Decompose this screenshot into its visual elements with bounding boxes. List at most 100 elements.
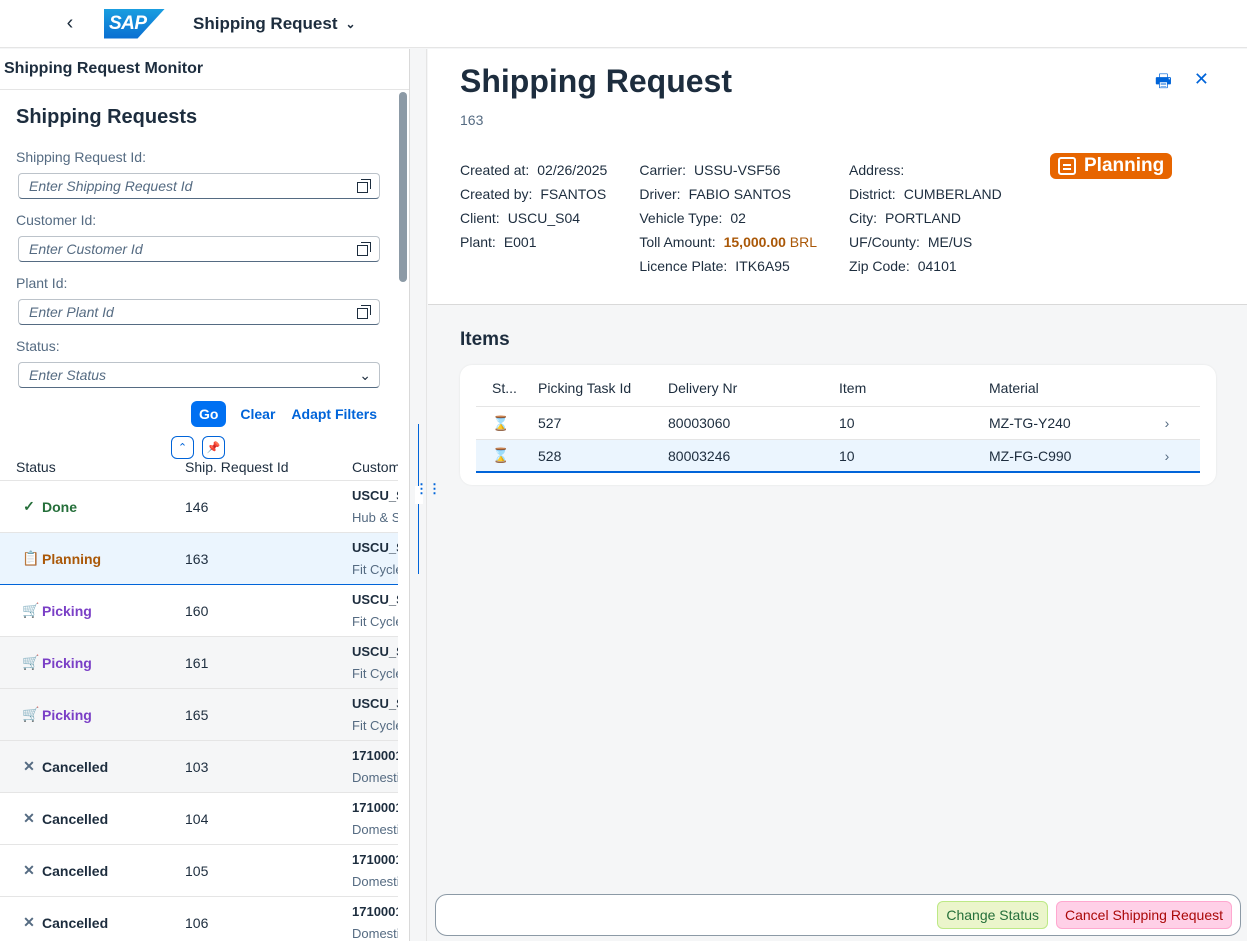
attr-key: District: — [849, 186, 896, 202]
picking-task-id-cell: 527 — [538, 415, 562, 431]
table-row[interactable]: 📋Planning 163 USCU_S04 Fit Cycle — [0, 533, 398, 585]
table-row[interactable]: 🛒Picking 165 USCU_S04 Fit Cycle — [0, 689, 398, 741]
id-cell: 160 — [185, 602, 209, 619]
column-status[interactable]: Status — [16, 458, 56, 475]
table-row[interactable]: ⌛ 527 80003060 10 MZ-TG-Y240 › — [476, 407, 1200, 440]
check-icon: ✓ — [23, 498, 35, 514]
value-help-icon[interactable] — [357, 305, 371, 319]
customer-id: 1710001 — [352, 747, 398, 763]
customer-cell: USCU_S04 Fit Cycle — [352, 641, 398, 685]
customer-id-input[interactable] — [29, 241, 329, 257]
pin-icon[interactable]: 📌 — [202, 436, 225, 459]
close-icon[interactable]: ✕ — [1193, 69, 1209, 89]
adapt-filters-button[interactable]: Adapt Filters — [291, 406, 377, 422]
table-row[interactable]: 🛒Picking 161 USCU_S04 Fit Cycle — [0, 637, 398, 689]
customer-id: USCU_S04 — [352, 591, 398, 607]
customer-desc: Fit Cycle — [352, 561, 398, 577]
customer-id: USCU_S04 — [352, 539, 398, 555]
items-section: Items St... Picking Task Id Delivery Nr … — [428, 305, 1247, 509]
column-material[interactable]: Material — [989, 379, 1039, 396]
attr-key: Created at: — [460, 162, 530, 178]
attr-key: Plant: — [460, 234, 496, 250]
filter-bar: Shipping Requests Shipping Request Id: C… — [0, 90, 409, 427]
hourglass-icon: ⌛ — [492, 414, 510, 431]
column-item[interactable]: Item — [839, 379, 867, 396]
table-row[interactable]: ✓ Done 146 USCU_S04 Hub & Spoke — [0, 481, 398, 533]
items-title: Items — [460, 329, 510, 350]
attr-key: UF/County: — [849, 234, 920, 250]
column-ship-request-id[interactable]: Ship. Request Id — [185, 458, 289, 475]
shipping-id-field[interactable] — [18, 173, 380, 199]
table-row[interactable]: ✕ Cancelled 106 1710001 Domestic — [0, 897, 398, 941]
chevron-down-icon: ⌄ — [345, 16, 356, 31]
chevron-right-icon[interactable]: › — [1164, 415, 1170, 431]
print-icon[interactable]: 🖶 — [1154, 71, 1172, 91]
status-cell: ✕ Cancelled — [0, 810, 185, 827]
column-customer[interactable]: Customer — [352, 458, 398, 475]
customer-id-field[interactable] — [18, 236, 380, 262]
clear-button[interactable]: Clear — [240, 406, 276, 422]
attr-key: Carrier: — [639, 162, 687, 178]
status-cell: 🛒 Picking — [0, 602, 185, 619]
shipping-id-input[interactable] — [29, 178, 329, 194]
cross-icon: ✕ — [23, 758, 35, 774]
customer-desc: Domestic — [352, 821, 398, 837]
cart-icon: 🛒 — [22, 654, 40, 670]
customer-id: 1710001 — [352, 799, 398, 815]
customer-id: USCU_S04 — [352, 695, 398, 711]
plant-id-input[interactable] — [29, 304, 329, 320]
material-cell: MZ-FG-C990 — [989, 447, 1072, 464]
status-cell: 🛒 Picking — [0, 654, 185, 671]
status-cell: ✕ Cancelled — [0, 914, 185, 931]
chevron-down-icon[interactable]: ⌄ — [359, 366, 371, 383]
column-status[interactable]: St... — [492, 379, 517, 396]
attr-value: 02/26/2025 — [537, 162, 608, 178]
object-subtitle: 163 — [460, 112, 484, 128]
column-splitter[interactable]: ⋮⋮ — [410, 49, 441, 941]
table-header: Status Ship. Request Id Customer — [0, 447, 398, 481]
status-text: Cancelled — [42, 810, 109, 827]
filter-label-customer-id: Customer Id: — [16, 212, 97, 228]
sap-logo[interactable]: SAP — [104, 8, 165, 39]
status-cell: ✕ Cancelled — [0, 862, 185, 879]
object-header: Shipping Request 163 🖶 ✕ Created at: 02/2… — [428, 49, 1247, 305]
header-toggle-group: ⌃ 📌 — [171, 436, 225, 459]
grip-icon[interactable]: ⋮⋮ — [415, 482, 441, 504]
cross-icon: ✕ — [23, 914, 35, 930]
cancel-shipping-request-button[interactable]: Cancel Shipping Request — [1056, 901, 1232, 929]
collapse-header-icon[interactable]: ⌃ — [171, 436, 194, 459]
back-icon[interactable]: ‹ — [66, 12, 74, 34]
status-select[interactable]: ⌄ — [18, 362, 380, 388]
value-help-icon[interactable] — [357, 179, 371, 193]
customer-cell: 1710001 Domestic — [352, 901, 398, 941]
attr-created-at: Created at: 02/26/2025 — [460, 158, 607, 182]
attr-value: 04101 — [917, 258, 957, 274]
object-title: Shipping Request — [460, 63, 732, 99]
column-delivery-nr[interactable]: Delivery Nr — [668, 379, 738, 396]
plant-id-field[interactable] — [18, 299, 380, 325]
status-text: Cancelled — [42, 758, 109, 775]
status-badge: Planning — [1050, 153, 1173, 179]
value-help-icon[interactable] — [357, 242, 371, 256]
customer-id: USCU_S04 — [352, 643, 398, 659]
status-input[interactable] — [29, 367, 329, 383]
go-button[interactable]: Go — [190, 401, 227, 427]
customer-cell: 1710001 Domestic — [352, 849, 398, 893]
customer-cell: 1710001 Domestic — [352, 797, 398, 841]
table-row[interactable]: ✕ Cancelled 103 1710001 Domestic — [0, 741, 398, 793]
table-row[interactable]: 🛒Picking 160 USCU_S04 Fit Cycle — [0, 585, 398, 637]
customer-cell: USCU_S04 Fit Cycle — [352, 693, 398, 737]
chevron-right-icon[interactable]: › — [1164, 447, 1170, 464]
delivery-nr-cell: 80003246 — [668, 447, 731, 464]
list-column: Shipping Request Monitor Shipping Reques… — [0, 49, 410, 941]
toll-currency: BRL — [789, 234, 818, 250]
change-status-button[interactable]: Change Status — [937, 901, 1048, 929]
column-picking-task-id[interactable]: Picking Task Id — [538, 379, 632, 396]
table-row[interactable]: ⌛ 528 80003246 10 MZ-FG-C990 › — [476, 440, 1200, 473]
attr-value: USSU-VSF56 — [694, 162, 781, 178]
table-row[interactable]: ✕ Cancelled 105 1710001 Domestic — [0, 845, 398, 897]
customer-desc: Domestic — [352, 873, 398, 889]
table-row[interactable]: ✕ Cancelled 104 1710001 Domestic — [0, 793, 398, 845]
app-title-menu[interactable]: Shipping Request ⌄ — [193, 14, 356, 34]
scrollbar[interactable] — [399, 92, 407, 282]
